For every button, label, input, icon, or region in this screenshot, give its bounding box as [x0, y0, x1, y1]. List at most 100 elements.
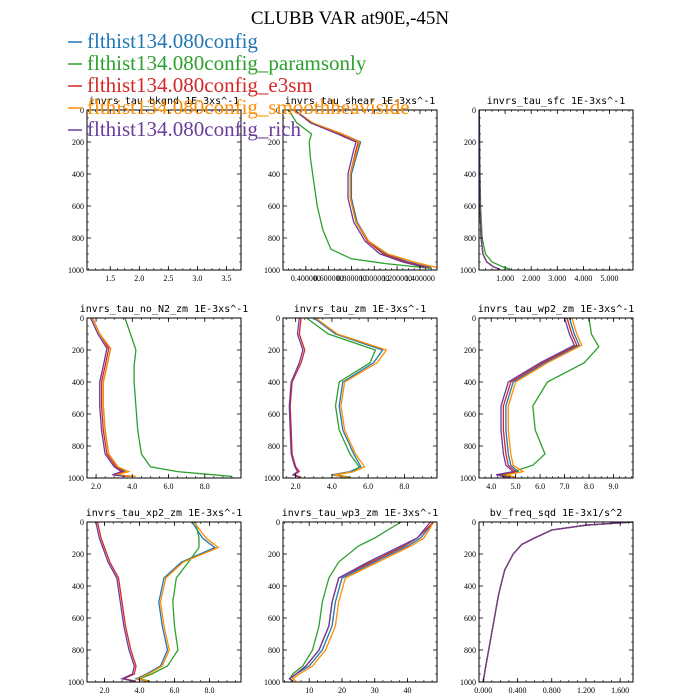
x-tick-label: 0.800 — [543, 686, 561, 695]
panel-title: invrs_tau_wp2_zm 1E-3xs^-1 — [478, 304, 635, 315]
y-tick-label: 0 — [276, 106, 280, 115]
x-tick-label: 6.0 — [164, 482, 174, 491]
x-tick-label: 1.200 — [577, 686, 595, 695]
y-tick-label: 800 — [268, 442, 280, 451]
series-line-3 — [315, 317, 388, 478]
y-tick-label: 0 — [276, 518, 280, 527]
y-tick-label: 200 — [464, 138, 476, 147]
legend-label: flthist134.080config_rich — [87, 117, 302, 141]
series-line-1 — [137, 521, 200, 682]
y-tick-label: 1000 — [264, 474, 280, 483]
y-tick-label: 0 — [472, 518, 476, 527]
x-tick-label: 0.400000 — [291, 274, 321, 283]
panel-title: invrs_tau_shear 1E-3xs^-1 — [285, 96, 436, 107]
panel-0: invrs_tau_bkgnd 1E-3xs^-1 0 200 400 600 800 10… — [68, 96, 242, 283]
x-tick-label: 3.000 — [548, 274, 566, 283]
panel-title: invrs_tau_sfc 1E-3xs^-1 — [487, 96, 625, 107]
y-tick-label: 600 — [72, 614, 84, 623]
y-tick-label: 600 — [72, 410, 84, 419]
series-line-3 — [505, 317, 583, 478]
legend-entry: flthist134.080config_paramsonly — [68, 51, 367, 75]
y-tick-label: 1000 — [68, 474, 84, 483]
x-tick-label: 2.0 — [91, 482, 101, 491]
x-tick-label: 8.0 — [584, 482, 594, 491]
x-tick-label: 10 — [305, 686, 313, 695]
y-tick-label: 400 — [72, 170, 84, 179]
y-tick-label: 800 — [464, 646, 476, 655]
panel-2: invrs_tau_sfc 1E-3xs^-1 0 200 400 600 800 1000… — [460, 96, 634, 283]
x-tick-label: 4.0 — [327, 482, 337, 491]
panel-8: bv_freq_sqd 1E-3x1/s^2020040060080010000… — [460, 508, 634, 695]
y-tick-label: 200 — [72, 346, 84, 355]
legend-entry: flthist134.080config_rich — [68, 117, 302, 141]
x-tick-label: 3.0 — [192, 274, 202, 283]
legend-entry: flthist134.080config_smoothheaviside — [68, 95, 410, 119]
y-tick-label: 0 — [80, 518, 84, 527]
x-tick-label: 4.0 — [127, 482, 137, 491]
panel-title: bv_freq_sqd 1E-3x1/s^2 — [490, 508, 622, 519]
y-tick-label: 600 — [464, 410, 476, 419]
x-tick-label: 5.000 — [601, 274, 619, 283]
panel-title: invrs_tau_bkgnd 1E-3xs^-1 — [89, 96, 240, 107]
y-tick-label: 400 — [268, 582, 280, 591]
y-tick-label: 600 — [72, 202, 84, 211]
x-tick-label: 1.200000 — [382, 274, 412, 283]
y-tick-label: 200 — [268, 550, 280, 559]
y-tick-label: 600 — [464, 614, 476, 623]
y-tick-label: 400 — [464, 378, 476, 387]
x-tick-label: 1.000 — [496, 274, 514, 283]
y-tick-label: 1000 — [460, 266, 476, 275]
panel-title: invrs_tau_wp3_zm 1E-3xs^-1 — [282, 508, 439, 519]
series-line-1 — [124, 317, 232, 478]
y-tick-label: 800 — [464, 442, 476, 451]
x-tick-label: 4.0 — [486, 482, 496, 491]
x-tick-label: 6.0 — [363, 482, 373, 491]
legend-label: flthist134.080config_smoothheaviside — [87, 95, 410, 119]
y-tick-label: 1000 — [264, 678, 280, 687]
legend-label: flthist134.080config_e3sm — [87, 73, 313, 97]
x-tick-label: 6.0 — [535, 482, 545, 491]
x-tick-label: 8.0 — [399, 482, 409, 491]
series-line-3 — [294, 109, 438, 269]
x-tick-label: 40 — [404, 686, 412, 695]
series-line-2 — [96, 521, 137, 682]
figure-title: CLUBB VAR at90E,-45N — [251, 8, 450, 29]
legend: flthist134.080configflthist134.080config… — [68, 29, 410, 141]
y-tick-label: 800 — [72, 234, 84, 243]
legend-label: flthist134.080config — [87, 29, 258, 53]
series-line-4 — [495, 317, 576, 478]
y-tick-label: 200 — [268, 346, 280, 355]
y-tick-label: 400 — [268, 170, 280, 179]
x-tick-label: 7.0 — [560, 482, 570, 491]
x-tick-label: 5.0 — [511, 482, 521, 491]
panel-1: invrs_tau_shear 1E-3xs^-1 0 200 400 600 800 10… — [264, 96, 438, 283]
y-tick-label: 400 — [464, 170, 476, 179]
x-tick-label: 8.0 — [200, 482, 210, 491]
x-tick-label: 9.0 — [608, 482, 618, 491]
y-tick-label: 800 — [72, 646, 84, 655]
panel-title: invrs_tau_no_N2_zm 1E-3xs^-1 — [80, 304, 249, 315]
x-tick-label: 2.5 — [163, 274, 173, 283]
panel-3: invrs_tau_no_N2_zm 1E-3xs^-10 200 400 600 80… — [68, 304, 248, 491]
y-tick-label: 1000 — [460, 678, 476, 687]
x-tick-label: 1.600 — [611, 686, 629, 695]
x-tick-label: 2.000 — [522, 274, 540, 283]
series-line-2 — [289, 317, 306, 478]
x-tick-label: 2.0 — [100, 686, 110, 695]
y-tick-label: 400 — [72, 378, 84, 387]
x-tick-label: 3.5 — [221, 274, 231, 283]
y-tick-label: 800 — [464, 234, 476, 243]
y-tick-label: 0 — [80, 106, 84, 115]
y-tick-label: 800 — [72, 442, 84, 451]
y-tick-label: 400 — [464, 582, 476, 591]
y-tick-label: 1000 — [68, 678, 84, 687]
y-tick-label: 1000 — [68, 266, 84, 275]
x-tick-label: 6.0 — [170, 686, 180, 695]
x-tick-label: 2.0 — [291, 482, 301, 491]
y-tick-label: 0 — [80, 314, 84, 323]
x-tick-label: 20 — [338, 686, 346, 695]
y-tick-label: 600 — [464, 202, 476, 211]
y-tick-label: 200 — [464, 346, 476, 355]
series-line-3 — [135, 521, 220, 682]
